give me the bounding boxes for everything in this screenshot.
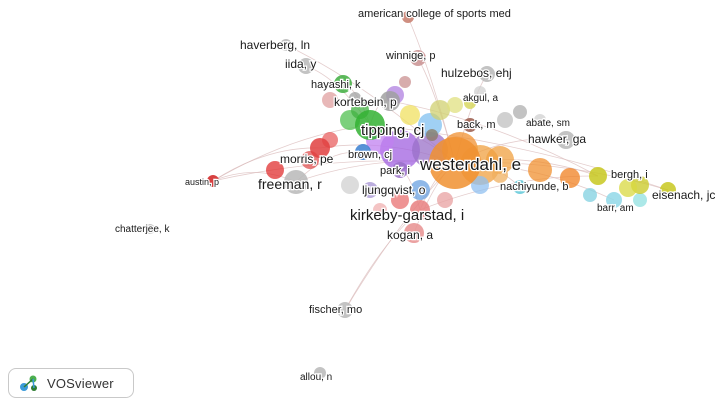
node-label-fischer[interactable]: fischer, mo bbox=[308, 303, 364, 318]
cluster-bubble[interactable] bbox=[583, 188, 597, 202]
node-hulzebos[interactable] bbox=[479, 66, 495, 82]
node-back[interactable] bbox=[463, 118, 477, 132]
edge-kortebein-bergh bbox=[389, 100, 599, 177]
node-acsm[interactable] bbox=[402, 11, 414, 23]
node-label-park[interactable]: park, i bbox=[379, 164, 411, 179]
cluster-bubble[interactable] bbox=[410, 180, 430, 200]
node-label-iida[interactable]: iida, y bbox=[284, 56, 318, 73]
node-label-abate[interactable]: abate, sm bbox=[525, 117, 571, 131]
node-iida[interactable] bbox=[298, 58, 314, 74]
node-label-akgul[interactable]: akgul, a bbox=[462, 92, 500, 106]
node-bergh[interactable] bbox=[589, 167, 607, 185]
node-freeman[interactable] bbox=[284, 170, 308, 194]
network-cluster-blobs bbox=[266, 76, 649, 217]
node-label-kogan[interactable]: kogan, a bbox=[386, 227, 435, 244]
cluster-bubble[interactable] bbox=[426, 129, 438, 141]
node-label-tipping[interactable]: tipping, cj bbox=[360, 121, 426, 141]
network-nodes[interactable] bbox=[145, 11, 676, 379]
node-akgul[interactable] bbox=[464, 97, 476, 109]
node-fischer[interactable] bbox=[337, 302, 353, 318]
node-label-hulzebos[interactable]: hulzebos, ehj bbox=[440, 65, 513, 82]
cluster-bubble[interactable] bbox=[391, 191, 409, 209]
node-nachiyunde[interactable] bbox=[513, 180, 527, 194]
node-ljungqvist[interactable] bbox=[362, 182, 378, 198]
edge-morris-austin bbox=[212, 147, 321, 182]
node-label-barr[interactable]: barr, am bbox=[596, 202, 635, 216]
cluster-bubble[interactable] bbox=[341, 176, 359, 194]
cluster-bubble[interactable] bbox=[447, 97, 463, 113]
node-hayashi[interactable] bbox=[334, 75, 352, 93]
node-brown[interactable] bbox=[355, 144, 371, 160]
cluster-bubble[interactable] bbox=[560, 168, 580, 188]
node-label-brown[interactable]: brown, cj bbox=[347, 148, 394, 163]
cluster-bubble[interactable] bbox=[534, 114, 546, 126]
node-hawker[interactable] bbox=[557, 131, 575, 149]
logo-text: VOSviewer bbox=[47, 375, 114, 391]
cluster-bubble[interactable] bbox=[430, 100, 450, 120]
vosviewer-logo[interactable]: VOSviewer bbox=[8, 368, 134, 398]
node-chatterjee[interactable] bbox=[145, 224, 155, 234]
cluster-bubble[interactable] bbox=[373, 203, 387, 217]
node-kortebein[interactable] bbox=[380, 91, 400, 111]
node-label-hawker[interactable]: hawker, ga bbox=[527, 131, 588, 148]
edge-kirkeby-fischer bbox=[344, 209, 421, 311]
cluster-bubble[interactable] bbox=[437, 192, 453, 208]
node-label-ljungqvist[interactable]: ljungqvist, o bbox=[361, 182, 427, 199]
network-labels: american college of sports med haverberg,… bbox=[114, 7, 717, 385]
node-label-winnige[interactable]: winnige, p bbox=[384, 49, 437, 64]
node-morris[interactable] bbox=[310, 138, 330, 158]
cluster-bubble[interactable] bbox=[486, 146, 514, 174]
edge-tipping-eisenach bbox=[369, 124, 669, 191]
cluster-bubble[interactable] bbox=[492, 167, 508, 183]
node-label-allou[interactable]: allou, n bbox=[299, 371, 334, 385]
cluster-bubble[interactable] bbox=[322, 92, 338, 108]
node-label-eisenach[interactable]: eisenach, jc bbox=[651, 187, 717, 204]
node-label-chatterjee[interactable]: chatterjee, k bbox=[114, 223, 172, 237]
node-label-bergh[interactable]: bergh, i bbox=[610, 168, 649, 183]
node-label-hayashi[interactable]: hayashi, k bbox=[310, 78, 363, 93]
node-park[interactable] bbox=[392, 162, 408, 178]
node-label-kirkeby[interactable]: kirkeby-garstad, i bbox=[349, 206, 466, 226]
node-label-haverberg[interactable]: haverberg, ln bbox=[239, 37, 312, 54]
cluster-bubble[interactable] bbox=[474, 86, 486, 98]
node-allou[interactable] bbox=[314, 367, 326, 379]
cluster-bubble[interactable] bbox=[619, 179, 637, 197]
node-abate[interactable] bbox=[513, 105, 527, 119]
node-kogan[interactable] bbox=[404, 223, 424, 243]
cluster-bubble[interactable] bbox=[471, 176, 489, 194]
node-label-nachiyunde[interactable]: nachiyunde, b bbox=[499, 180, 570, 195]
node-westerdahl[interactable] bbox=[429, 137, 481, 189]
node-barr[interactable] bbox=[606, 192, 622, 208]
cluster-bubble[interactable] bbox=[266, 161, 284, 179]
cluster-bubble[interactable] bbox=[633, 193, 647, 207]
node-eisenach[interactable] bbox=[660, 182, 676, 198]
node-label-acsm[interactable]: american college of sports med bbox=[357, 7, 512, 22]
node-winnige[interactable] bbox=[410, 50, 426, 66]
cluster-bubble[interactable] bbox=[528, 158, 552, 182]
node-kirkeby[interactable] bbox=[410, 200, 430, 220]
node-label-freeman[interactable]: freeman, r bbox=[257, 175, 324, 194]
vosviewer-icon bbox=[20, 375, 37, 391]
node-label-back[interactable]: back, m bbox=[456, 118, 497, 133]
cluster-bubble[interactable] bbox=[399, 76, 411, 88]
node-label-austin[interactable]: austin, p bbox=[184, 176, 221, 189]
cluster-bubble[interactable] bbox=[349, 92, 361, 104]
node-label-westerdahl[interactable]: westerdahl, e bbox=[418, 154, 523, 176]
cluster-bubble[interactable] bbox=[400, 105, 420, 125]
node-tipping[interactable] bbox=[355, 110, 385, 140]
node-label-kortebein[interactable]: kortebein, p bbox=[333, 94, 399, 111]
cluster-bubble[interactable] bbox=[497, 112, 513, 128]
node-label-morris[interactable]: morris, pe bbox=[279, 151, 335, 168]
node-haverberg[interactable] bbox=[280, 39, 292, 51]
node-austin[interactable] bbox=[207, 175, 219, 187]
